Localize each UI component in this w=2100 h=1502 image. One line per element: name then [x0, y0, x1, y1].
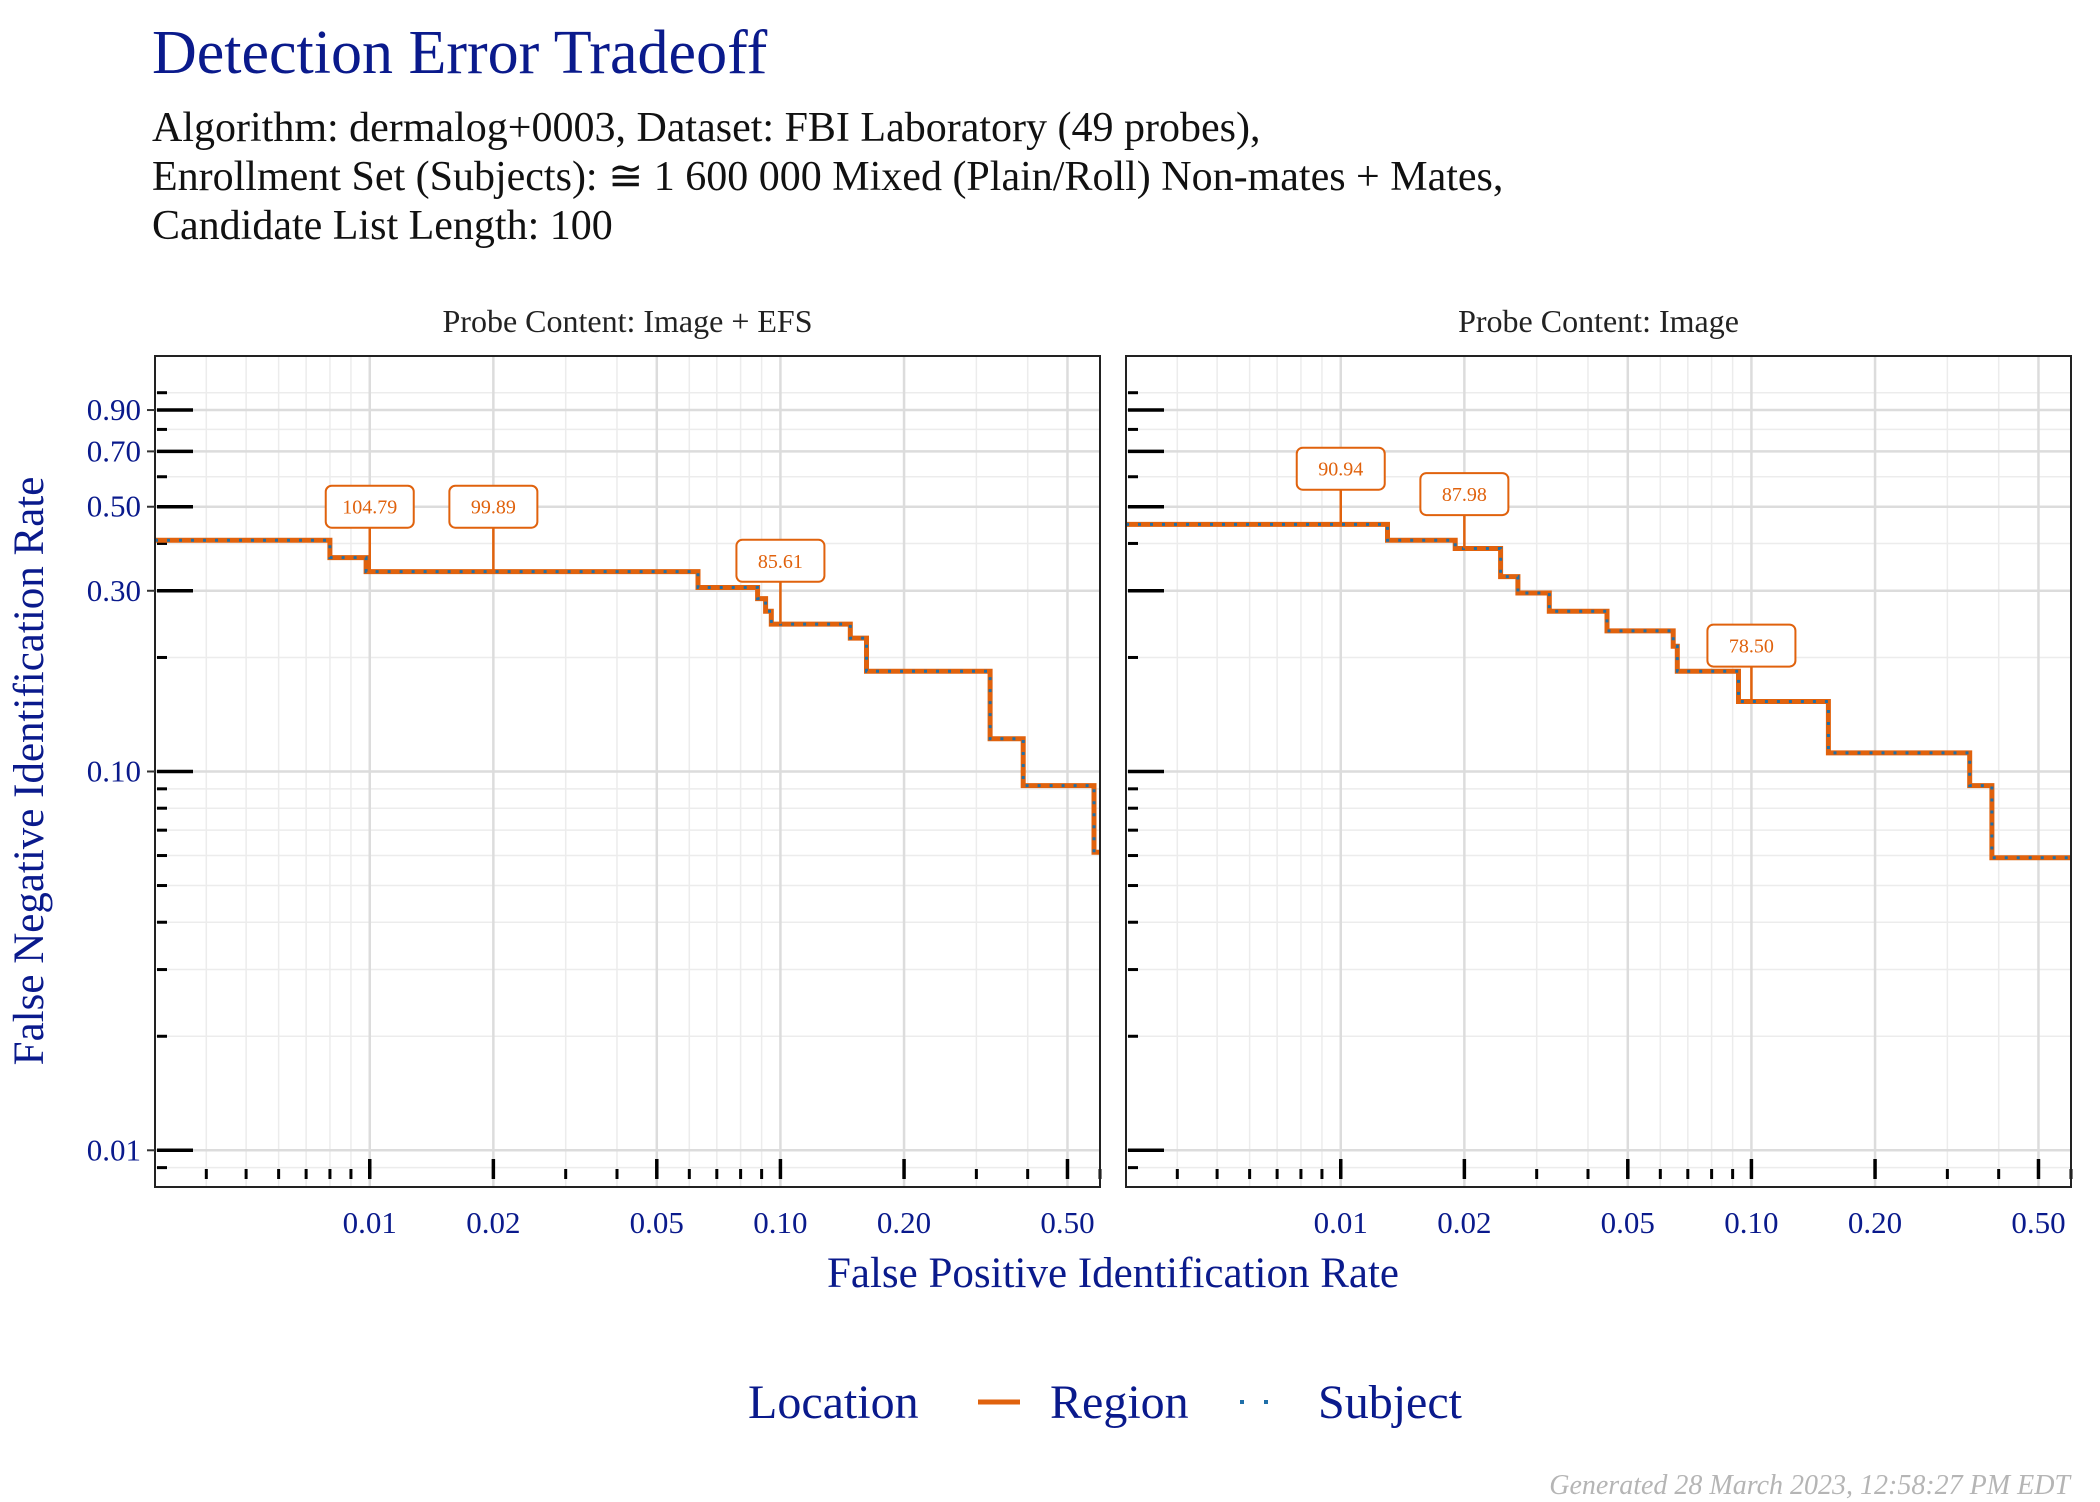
x-tick-label: 0.20: [877, 1205, 931, 1240]
panel-1: Probe Content: Image + EFS 104.79 99.89 85.…: [87, 303, 1100, 1240]
series-line-region: [155, 540, 1100, 852]
y-tick-label: 0.70: [87, 433, 141, 468]
series-line-subject: [155, 540, 1100, 852]
legend-title: Location: [748, 1376, 919, 1429]
facet-label: Probe Content: Image + EFS: [442, 303, 812, 339]
x-tick-label: 0.10: [753, 1205, 807, 1240]
y-tick-label: 0.10: [87, 754, 141, 789]
y-tick-label: 0.50: [87, 489, 141, 524]
annotation-label: 85.61: [758, 551, 803, 573]
annotation-label: 99.89: [471, 497, 516, 519]
facet-label: Probe Content: Image: [1458, 303, 1739, 339]
x-tick-label: 0.10: [1724, 1205, 1778, 1240]
annotation-label: 90.94: [1318, 459, 1363, 481]
x-tick-label: 0.05: [1601, 1205, 1655, 1240]
x-tick-label: 0.50: [1040, 1205, 1094, 1240]
annotation-label: 104.79: [342, 497, 397, 519]
x-tick-label: 0.01: [1314, 1205, 1368, 1240]
x-tick-label: 0.02: [466, 1205, 520, 1240]
legend-label-subject: Subject: [1318, 1376, 1463, 1429]
x-tick-label: 0.50: [2011, 1205, 2065, 1240]
x-tick-label: 0.05: [630, 1205, 684, 1240]
y-tick-label: 0.90: [87, 392, 141, 427]
y-tick-label: 0.01: [87, 1132, 141, 1167]
annotation-label: 87.98: [1442, 484, 1487, 506]
y-tick-label: 0.30: [87, 573, 141, 608]
legend: Location Region Subject: [748, 1376, 1463, 1429]
x-axis-title: False Positive Identification Rate: [827, 1250, 1399, 1297]
generated-timestamp: Generated 28 March 2023, 12:58:27 PM EDT: [1549, 1470, 2070, 1502]
y-axis-title: False Negative Identification Rate: [6, 477, 53, 1066]
panel-2: Probe Content: Image 90.94 87.98 78.50 0.01 0…: [1126, 303, 2071, 1240]
series-group: [155, 540, 1100, 852]
x-tick-label: 0.20: [1848, 1205, 1902, 1240]
annotation-label: 78.50: [1729, 636, 1774, 658]
x-tick-label: 0.01: [343, 1205, 397, 1240]
legend-label-region: Region: [1050, 1376, 1189, 1429]
x-tick-label: 0.02: [1437, 1205, 1491, 1240]
